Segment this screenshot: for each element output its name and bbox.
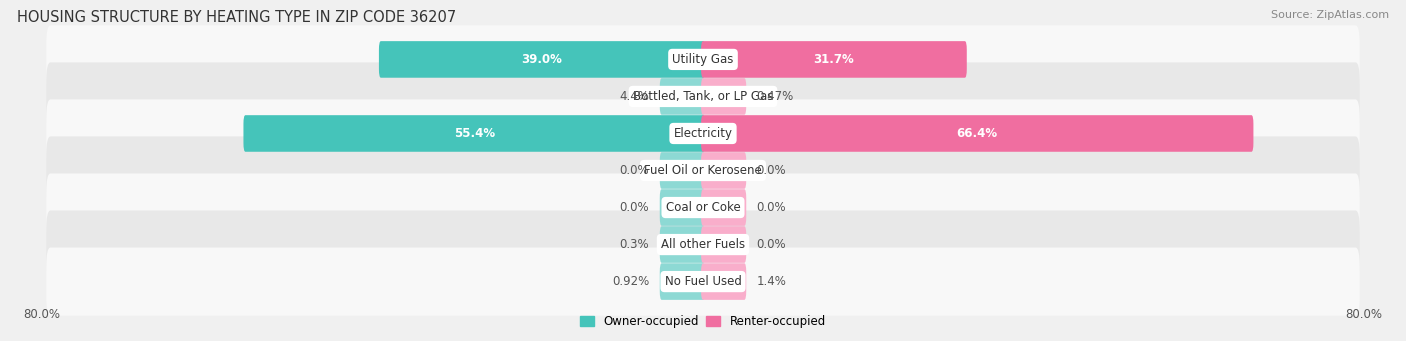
FancyBboxPatch shape xyxy=(659,263,704,300)
Text: 0.0%: 0.0% xyxy=(756,238,786,251)
Text: 0.47%: 0.47% xyxy=(756,90,794,103)
Text: HOUSING STRUCTURE BY HEATING TYPE IN ZIP CODE 36207: HOUSING STRUCTURE BY HEATING TYPE IN ZIP… xyxy=(17,10,456,25)
Text: No Fuel Used: No Fuel Used xyxy=(665,275,741,288)
FancyBboxPatch shape xyxy=(46,174,1360,241)
Text: Bottled, Tank, or LP Gas: Bottled, Tank, or LP Gas xyxy=(633,90,773,103)
Text: Source: ZipAtlas.com: Source: ZipAtlas.com xyxy=(1271,10,1389,20)
FancyBboxPatch shape xyxy=(702,226,747,263)
Text: Utility Gas: Utility Gas xyxy=(672,53,734,66)
FancyBboxPatch shape xyxy=(659,152,704,189)
Text: 39.0%: 39.0% xyxy=(522,53,562,66)
Text: Coal or Coke: Coal or Coke xyxy=(665,201,741,214)
Text: 1.4%: 1.4% xyxy=(756,275,786,288)
FancyBboxPatch shape xyxy=(702,152,747,189)
Text: 0.0%: 0.0% xyxy=(620,201,650,214)
Text: Fuel Oil or Kerosene: Fuel Oil or Kerosene xyxy=(644,164,762,177)
Text: 0.0%: 0.0% xyxy=(756,164,786,177)
FancyBboxPatch shape xyxy=(659,78,704,115)
FancyBboxPatch shape xyxy=(702,115,1253,152)
FancyBboxPatch shape xyxy=(659,189,704,226)
Text: 0.3%: 0.3% xyxy=(620,238,650,251)
FancyBboxPatch shape xyxy=(46,136,1360,205)
Text: 4.4%: 4.4% xyxy=(620,90,650,103)
Text: Electricity: Electricity xyxy=(673,127,733,140)
Text: 0.0%: 0.0% xyxy=(620,164,650,177)
FancyBboxPatch shape xyxy=(46,248,1360,316)
FancyBboxPatch shape xyxy=(380,41,704,78)
Legend: Owner-occupied, Renter-occupied: Owner-occupied, Renter-occupied xyxy=(575,311,831,333)
FancyBboxPatch shape xyxy=(46,210,1360,279)
FancyBboxPatch shape xyxy=(46,25,1360,93)
FancyBboxPatch shape xyxy=(702,41,967,78)
FancyBboxPatch shape xyxy=(702,78,747,115)
Text: 31.7%: 31.7% xyxy=(814,53,855,66)
FancyBboxPatch shape xyxy=(702,263,747,300)
FancyBboxPatch shape xyxy=(46,62,1360,131)
Text: 66.4%: 66.4% xyxy=(956,127,998,140)
Text: 0.0%: 0.0% xyxy=(756,201,786,214)
FancyBboxPatch shape xyxy=(659,226,704,263)
Text: All other Fuels: All other Fuels xyxy=(661,238,745,251)
Text: 0.92%: 0.92% xyxy=(612,275,650,288)
FancyBboxPatch shape xyxy=(243,115,704,152)
FancyBboxPatch shape xyxy=(46,100,1360,167)
Text: 55.4%: 55.4% xyxy=(454,127,495,140)
FancyBboxPatch shape xyxy=(702,189,747,226)
